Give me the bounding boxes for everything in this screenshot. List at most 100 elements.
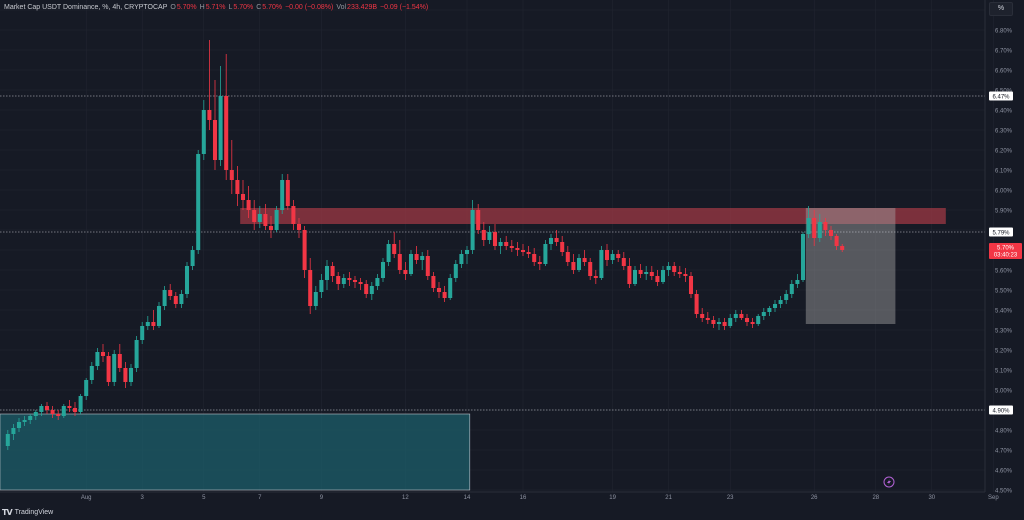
time-tick-label: 26 (811, 495, 818, 501)
candle-body (520, 250, 526, 252)
candle (448, 274, 453, 300)
candle-body (761, 312, 766, 316)
candle-body (705, 318, 710, 320)
candle (610, 250, 615, 264)
candle-body (666, 266, 671, 270)
candle-body (84, 380, 89, 396)
candle (492, 224, 498, 250)
candle-body (576, 258, 582, 270)
candle-body (16, 422, 22, 428)
candle-body (145, 322, 150, 326)
time-tick-label: 14 (464, 495, 471, 501)
candle (67, 400, 72, 412)
candle-body (100, 352, 106, 356)
volume-label: Vol (336, 4, 347, 11)
candle-body (352, 280, 358, 282)
candle-body (313, 292, 318, 306)
high-label: H (199, 4, 205, 11)
candle (274, 206, 279, 232)
candle-body (492, 232, 498, 246)
candle (252, 200, 257, 230)
candle-body (487, 232, 492, 240)
candle-body (201, 110, 206, 154)
candle (11, 424, 16, 440)
candle (308, 258, 313, 314)
price-badge (989, 91, 1013, 101)
candle-body (795, 280, 800, 284)
candle (756, 314, 761, 326)
candle (78, 394, 83, 414)
candle-body (733, 314, 738, 318)
candle (408, 250, 414, 276)
chart-legend: Market Cap USDT Dominance, %, 4h, CRYPTO… (4, 3, 429, 12)
candle-body (268, 226, 274, 230)
candle (823, 218, 828, 236)
candle-body (420, 256, 425, 260)
candle (50, 406, 55, 418)
candle-body (448, 278, 453, 298)
time-axis[interactable]: Aug 3 5 7 9 12 14 16 19 21 23 26 28 30 Sep (81, 495, 1000, 501)
price-badge-label: 6.47% (992, 94, 1010, 100)
candle (240, 180, 246, 210)
price-badge-label: 4.90% (992, 408, 1010, 414)
candle (100, 344, 106, 362)
time-tick-label: 9 (320, 495, 324, 501)
candle (632, 266, 638, 286)
candle-body (823, 222, 828, 230)
candle-body (347, 278, 352, 280)
candle (190, 246, 195, 270)
candle (145, 316, 150, 330)
low-label: L (228, 4, 233, 11)
candle-body (431, 276, 436, 288)
candle-body (778, 300, 783, 304)
candle-body (767, 308, 772, 312)
candle (123, 362, 128, 388)
candle (324, 260, 330, 290)
candle (229, 140, 234, 194)
lightning-icon[interactable] (883, 476, 895, 488)
candle-body (123, 368, 128, 382)
price-tick-label: 6.80% (995, 29, 1013, 35)
candle-body (341, 278, 346, 284)
candle-body (694, 294, 699, 314)
candle-body (106, 356, 111, 382)
candle (392, 232, 397, 258)
candle (761, 308, 766, 320)
candle-body (548, 238, 554, 244)
candle (588, 258, 593, 280)
candle-body (95, 352, 100, 366)
footer-brand[interactable]: TV TradingView (2, 508, 53, 517)
candle-body (840, 246, 845, 250)
price-tick-label: 6.60% (995, 69, 1013, 75)
candle-body (302, 230, 307, 270)
candle (341, 274, 346, 288)
candle (128, 364, 134, 386)
candle (660, 266, 666, 284)
candles (5, 40, 845, 450)
time-tick-label: 3 (141, 495, 145, 501)
candle (431, 272, 436, 292)
candle-body (190, 250, 195, 266)
candle (179, 290, 184, 308)
price-tick-label: 6.40% (995, 109, 1013, 115)
candle (621, 252, 626, 270)
candle (627, 258, 632, 288)
price-tick-label: 5.10% (995, 369, 1013, 375)
candle (375, 274, 380, 290)
candle (16, 418, 22, 432)
candle-body (716, 322, 722, 324)
candle (509, 240, 514, 252)
candle (677, 266, 682, 278)
candle (112, 350, 117, 386)
percent-scale-button[interactable]: % (989, 2, 1013, 16)
candle-body (599, 250, 604, 278)
tradingview-logo-icon: TV (2, 508, 13, 517)
candle (201, 100, 206, 160)
open-value: 5.70% (176, 4, 197, 11)
candle (638, 264, 643, 278)
candle (257, 206, 262, 228)
candle (560, 236, 565, 256)
symbol-title[interactable]: Market Cap USDT Dominance, %, 4h, CRYPTO… (4, 4, 168, 11)
candle-body (610, 254, 615, 260)
